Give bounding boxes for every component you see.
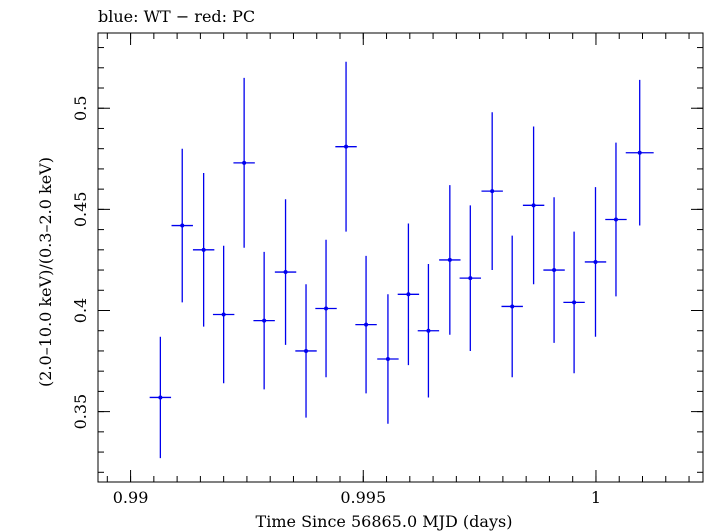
data-point: [501, 235, 523, 378]
point-marker: [180, 223, 185, 228]
data-point: [459, 205, 482, 351]
data-point: [233, 77, 255, 248]
point-marker: [447, 257, 452, 262]
data-point: [335, 61, 357, 232]
point-marker: [221, 312, 226, 317]
point-marker: [426, 328, 431, 333]
plot-frame: [97, 32, 704, 483]
y-axis-label: (2.0–10.0 keV)/(0.3–2.0 keV): [36, 157, 55, 387]
data-point: [563, 231, 585, 374]
data-point: [417, 263, 440, 398]
y-tick-label: 0.5: [71, 96, 90, 121]
point-marker: [406, 292, 411, 297]
data-point: [274, 199, 297, 345]
x-axis-label: Time Since 56865.0 MJD (days): [256, 512, 513, 531]
x-tick-label: 0.99: [113, 488, 149, 507]
point-marker: [593, 259, 598, 264]
chart-title: blue: WT − red: PC: [98, 7, 255, 26]
point-marker: [572, 300, 577, 305]
point-marker: [201, 247, 206, 252]
point-marker: [364, 322, 369, 327]
point-marker: [242, 160, 247, 165]
y-tick-label: 0.35: [71, 394, 90, 430]
point-marker: [510, 304, 515, 309]
axis-ticks: 0.99 0.995 1 0.35 0.4 0.45 0.5: [71, 33, 703, 507]
data-point: [439, 185, 461, 335]
point-marker: [552, 268, 557, 273]
data-points: [149, 61, 654, 459]
data-point: [295, 284, 317, 418]
data-point: [315, 239, 337, 378]
point-marker: [344, 144, 349, 149]
point-marker: [158, 395, 163, 400]
data-point: [625, 79, 654, 226]
point-marker: [637, 150, 642, 155]
data-point: [522, 126, 545, 285]
data-point: [192, 172, 215, 327]
y-tick-label: 0.4: [71, 298, 90, 323]
point-marker: [468, 276, 473, 281]
data-point: [149, 336, 172, 459]
x-tick-label: 1: [591, 488, 601, 507]
data-point: [355, 255, 377, 394]
data-point: [171, 148, 193, 303]
data-point: [543, 197, 565, 343]
data-point: [377, 294, 399, 424]
point-marker: [531, 203, 536, 208]
point-marker: [304, 348, 309, 353]
point-marker: [283, 270, 288, 275]
point-marker: [262, 318, 267, 323]
data-point: [584, 187, 607, 337]
point-marker: [490, 189, 495, 194]
x-tick-label: 0.995: [340, 488, 386, 507]
point-marker: [613, 217, 618, 222]
y-tick-label: 0.45: [71, 192, 90, 228]
data-point: [605, 142, 627, 297]
data-point: [212, 245, 235, 384]
data-point: [253, 251, 275, 390]
data-point: [397, 223, 420, 366]
point-marker: [324, 306, 329, 311]
point-marker: [385, 357, 390, 362]
data-point: [481, 112, 503, 271]
